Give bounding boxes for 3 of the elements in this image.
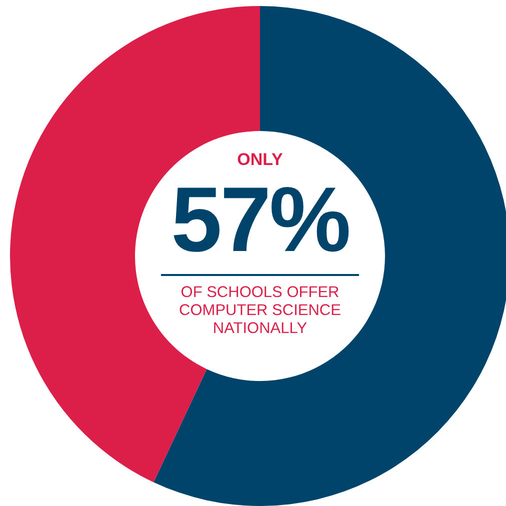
text: 57% [170, 169, 350, 271]
text: OF SCHOOLS OFFER COMPUTER SCIENCE NATIONALLY [178, 284, 342, 338]
text: ONLY [236, 150, 284, 170]
